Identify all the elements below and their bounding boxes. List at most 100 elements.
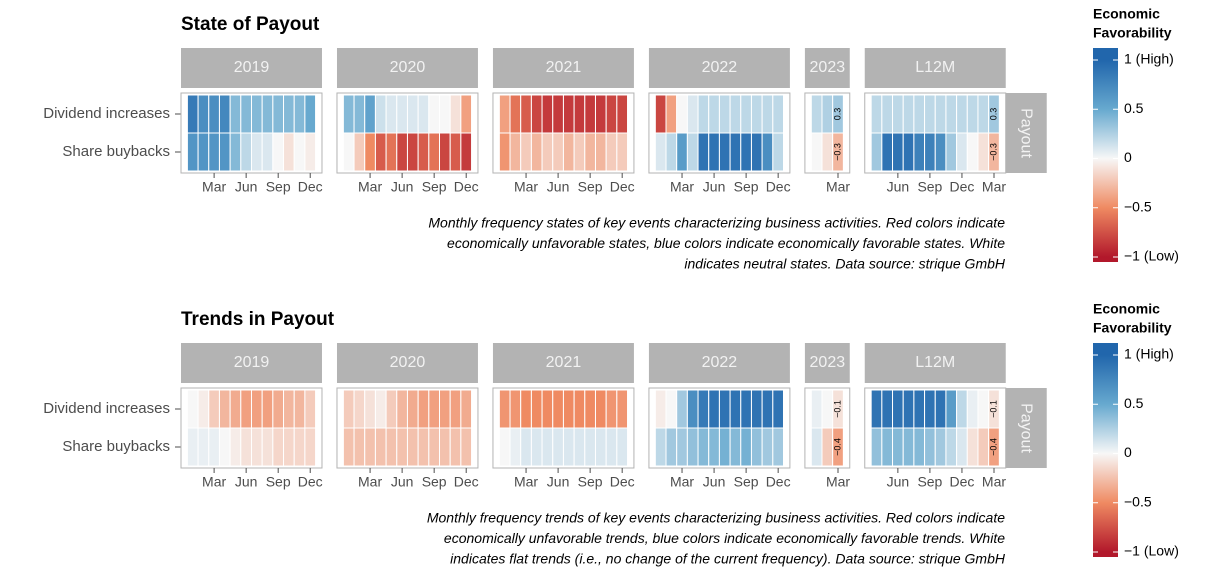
cell [374, 389, 387, 429]
cell [449, 132, 462, 172]
x-tick-label: Jun [391, 474, 414, 490]
x-tick-label: Jun [235, 179, 258, 195]
caption: Monthly frequency trends of key events c… [427, 510, 1005, 526]
cell [881, 427, 894, 467]
row-strip [1005, 388, 1047, 468]
cell [594, 427, 607, 467]
cell [966, 389, 979, 429]
caption: economically unfavorable trends, blue co… [444, 530, 1005, 546]
x-tick-label: Mar [202, 179, 226, 195]
cell [594, 94, 607, 134]
facet-strip [804, 343, 850, 383]
x-tick-label: Jun [547, 474, 570, 490]
cell [186, 94, 199, 134]
cell [810, 132, 823, 172]
cell [530, 132, 543, 172]
cell [509, 132, 522, 172]
cell [665, 132, 678, 172]
cell [605, 94, 618, 134]
cell [729, 389, 742, 429]
x-tick-label: Mar [514, 179, 538, 195]
cell [218, 94, 231, 134]
chart-title: Trends in Payout [181, 309, 335, 330]
cell [552, 132, 564, 172]
x-tick-label: Mar [826, 179, 850, 195]
cell [353, 389, 366, 429]
cell [892, 132, 904, 172]
cell [304, 427, 317, 467]
cell [772, 94, 784, 134]
cell [353, 132, 366, 172]
cell [761, 389, 774, 429]
cell [676, 389, 688, 429]
cell [924, 427, 936, 467]
caption: indicates flat trends (i.e., no change o… [450, 551, 1006, 567]
cell-label: 0.3 [988, 108, 998, 121]
cell [740, 427, 752, 467]
cell [573, 132, 586, 172]
cell [428, 94, 441, 134]
legend-title: Economic [1093, 6, 1160, 22]
facet-label: 2019 [234, 354, 270, 371]
cell [616, 427, 629, 467]
cell [729, 132, 742, 172]
cell [966, 427, 979, 467]
x-tick-label: Sep [578, 474, 603, 490]
cell [385, 389, 398, 429]
legend-tick-label: 0 [1124, 444, 1132, 460]
cell [460, 132, 473, 172]
cell [934, 427, 947, 467]
cell [761, 94, 774, 134]
x-tick-label: Sep [917, 474, 942, 490]
cell [718, 94, 731, 134]
cell [449, 427, 462, 467]
cell [374, 132, 387, 172]
cell [272, 94, 285, 134]
cell [934, 132, 947, 172]
cell [654, 389, 667, 429]
cell [956, 94, 968, 134]
cell [686, 94, 699, 134]
facet-strip [648, 343, 790, 383]
cell [665, 389, 678, 429]
facet-strip [804, 48, 850, 88]
cell [977, 94, 990, 134]
cell [250, 132, 263, 172]
cell [821, 427, 834, 467]
cell [697, 427, 710, 467]
cell [740, 389, 752, 429]
cell [584, 389, 596, 429]
cell [520, 94, 532, 134]
cell [240, 94, 252, 134]
cell [573, 94, 586, 134]
cell [902, 427, 915, 467]
cell [977, 389, 990, 429]
cell [208, 132, 220, 172]
row-label: Share buybacks [62, 143, 170, 160]
cell-label: −0.3 [988, 143, 998, 161]
legend-tick-label: 0 [1124, 149, 1132, 165]
facet-label: 2020 [390, 354, 426, 371]
x-tick-label: Dec [298, 474, 323, 490]
cell [261, 132, 274, 172]
cell [697, 94, 710, 134]
cell [552, 389, 564, 429]
cell [772, 389, 784, 429]
cell [283, 389, 295, 429]
legend-title: Favorability [1093, 320, 1172, 336]
cell [417, 389, 430, 429]
cell [913, 389, 926, 429]
cell [584, 132, 596, 172]
cell [584, 94, 596, 134]
cell [218, 132, 231, 172]
cell [240, 132, 252, 172]
cell [541, 427, 554, 467]
cell [364, 427, 376, 467]
cell [417, 94, 430, 134]
cell [945, 94, 958, 134]
caption: Monthly frequency states of key events c… [428, 215, 1005, 231]
cell [385, 427, 398, 467]
cell [729, 427, 742, 467]
cell [385, 94, 398, 134]
